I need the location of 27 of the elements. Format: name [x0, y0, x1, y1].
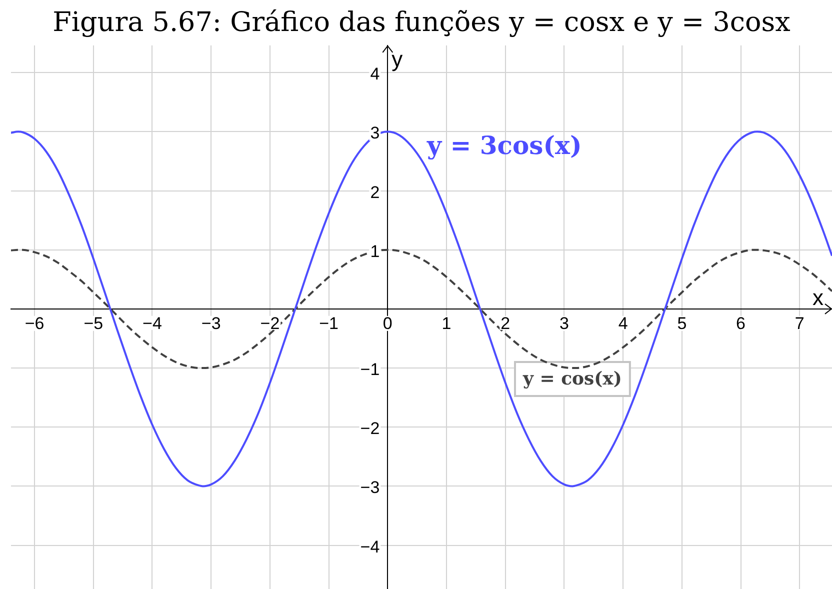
- x-tick-label: 6: [736, 314, 746, 333]
- y-tick-label: −1: [360, 360, 380, 380]
- x-tick-label: 1: [442, 314, 452, 333]
- x-tick-label: 3: [559, 314, 569, 333]
- x-tick-label: 0: [382, 314, 392, 333]
- y-tick-label: −2: [360, 419, 380, 438]
- x-axis-title: x: [812, 284, 824, 310]
- y-tick-label: −4: [360, 537, 380, 556]
- x-tick-label: −2: [260, 314, 280, 333]
- y-tick-label: 4: [370, 64, 380, 84]
- y-tick-label: 2: [370, 182, 380, 202]
- annotation: y = 3cos(x): [426, 130, 582, 160]
- x-tick-label: −4: [142, 314, 162, 333]
- y-tick-label: 1: [370, 242, 380, 261]
- y-tick-label: 3: [370, 124, 380, 143]
- x-tick-label: −3: [201, 314, 221, 333]
- annotation: y = cos(x): [522, 368, 622, 390]
- x-tick-label: −1: [319, 314, 338, 333]
- x-tick-label: 7: [794, 314, 804, 333]
- chart-title: Figura 5.67: Gráfico das funções y = cosx e y = 3cosx: [52, 7, 790, 38]
- x-tick-label: −5: [84, 314, 104, 333]
- x-tick-label: 5: [677, 314, 687, 333]
- x-tick-label: 2: [500, 314, 510, 333]
- x-tick-label: 4: [618, 314, 628, 333]
- y-tick-label: −3: [360, 478, 380, 498]
- y-axis-title: y: [392, 46, 403, 72]
- x-tick-label: −6: [24, 314, 44, 333]
